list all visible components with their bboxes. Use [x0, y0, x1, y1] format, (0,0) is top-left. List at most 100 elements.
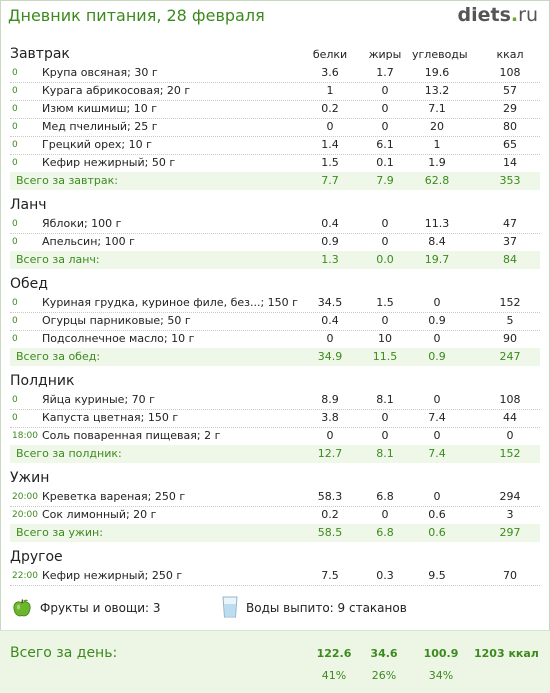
- total-fat: 8.1: [376, 447, 394, 460]
- food-protein: 8.9: [321, 393, 339, 406]
- meal-time: 0: [12, 140, 18, 150]
- section-total-row: Всего за обед: 34.9 11.5 0.9 247: [10, 348, 540, 366]
- food-fat: 10: [378, 332, 392, 345]
- food-name: Яблоки; 100 г: [42, 217, 122, 230]
- day-total-label: Всего за день:: [10, 645, 118, 661]
- food-carbs: 0.6: [428, 508, 446, 521]
- food-protein: 0: [326, 429, 334, 442]
- food-kcal: 108: [499, 393, 521, 406]
- fruit-veg-count: Фрукты и овощи: 3: [40, 601, 161, 615]
- day-protein: 122.6: [316, 647, 352, 660]
- section-total-row: Всего за ужин: 58.5 6.8 0.6 297: [10, 524, 540, 542]
- food-row[interactable]: 0 Огурцы парниковые; 50 г 0.4 0 0.9 5: [10, 312, 540, 331]
- food-protein: 0.4: [321, 314, 339, 327]
- water-glass-icon: [222, 596, 238, 618]
- day-protein-percent: 41%: [321, 669, 347, 682]
- food-kcal: 44: [503, 411, 517, 424]
- section-title: Ужин: [10, 470, 50, 486]
- total-fat: 0.0: [376, 253, 394, 266]
- food-name: Огурцы парниковые; 50 г: [42, 314, 191, 327]
- section-total-label: Всего за полдник:: [16, 447, 122, 460]
- section-title: Другое: [10, 549, 63, 565]
- total-carbs: 19.7: [424, 253, 450, 266]
- food-name: Креветка вареная; 250 г: [42, 490, 186, 503]
- food-name: Яйца куриные; 70 г: [42, 393, 155, 406]
- meal-time: 22:00: [12, 571, 38, 581]
- food-row[interactable]: 0 Грецкий орех; 10 г 1.4 6.1 1 65: [10, 136, 540, 155]
- meal-time: 20:00: [12, 510, 38, 520]
- food-name: Сок лимонный; 20 г: [42, 508, 157, 521]
- food-protein: 0.2: [321, 102, 339, 115]
- meal-time: 0: [12, 316, 18, 326]
- food-row[interactable]: 22:00 Кефир нежирный; 250 г 7.5 0.3 9.5 70: [10, 567, 540, 586]
- food-kcal: 57: [503, 84, 517, 97]
- meal-time: 0: [12, 86, 18, 96]
- section-title: Ланч: [10, 197, 47, 213]
- food-row[interactable]: 0 Кефир нежирный; 50 г 1.5 0.1 1.9 14: [10, 154, 540, 173]
- day-fat-percent: 26%: [371, 669, 397, 682]
- food-carbs: 1.9: [428, 156, 446, 169]
- water-count: Воды выпито: 9 стаканов: [246, 601, 407, 615]
- section-total-label: Всего за ланч:: [16, 253, 100, 266]
- total-kcal: 297: [499, 526, 521, 539]
- food-row[interactable]: 0 Курага абрикосовая; 20 г 1 0 13.2 57: [10, 82, 540, 101]
- food-row[interactable]: 18:00 Соль поваренная пищевая; 2 г 0 0 0 0: [10, 427, 540, 446]
- food-carbs: 7.1: [428, 102, 446, 115]
- food-protein: 3.6: [321, 66, 339, 79]
- total-kcal: 353: [499, 174, 521, 187]
- food-fat: 1.7: [376, 66, 394, 79]
- food-fat: 6.8: [376, 490, 394, 503]
- food-protein: 58.3: [317, 490, 343, 503]
- food-row[interactable]: 0 Яблоки; 100 г 0.4 0 11.3 47: [10, 215, 540, 234]
- food-fat: 6.1: [376, 138, 394, 151]
- food-name: Апельсин; 100 г: [42, 235, 135, 248]
- food-protein: 1.5: [321, 156, 339, 169]
- column-kcal: ккал: [496, 48, 524, 61]
- food-kcal: 80: [503, 120, 517, 133]
- food-name: Крупа овсяная; 30 г: [42, 66, 158, 79]
- food-row[interactable]: 0 Капуста цветная; 150 г 3.8 0 7.4 44: [10, 409, 540, 428]
- day-carbs: 100.9: [423, 647, 459, 660]
- food-name: Кефир нежирный; 250 г: [42, 569, 183, 582]
- food-carbs: 0: [433, 296, 441, 309]
- total-carbs: 0.6: [428, 526, 446, 539]
- food-carbs: 8.4: [428, 235, 446, 248]
- site-logo[interactable]: diets.ru: [458, 4, 538, 26]
- food-row[interactable]: 0 Мед пчелиный; 25 г 0 0 20 80: [10, 118, 540, 137]
- food-fat: 0.3: [376, 569, 394, 582]
- section-total-row: Всего за завтрак: 7.7 7.9 62.8 353: [10, 172, 540, 190]
- food-row[interactable]: 0 Куриная грудка, куриное филе, без...; 1…: [10, 294, 540, 313]
- food-row[interactable]: 0 Изюм кишмиш; 10 г 0.2 0 7.1 29: [10, 100, 540, 119]
- food-row[interactable]: 0 Подсолнечное масло; 10 г 0 10 0 90: [10, 330, 540, 349]
- food-protein: 1: [326, 84, 334, 97]
- meal-time: 0: [12, 298, 18, 308]
- column-protein: белки: [312, 48, 348, 61]
- meal-time: 0: [12, 158, 18, 168]
- section-total-row: Всего за полдник: 12.7 8.1 7.4 152: [10, 445, 540, 463]
- food-carbs: 1: [433, 138, 441, 151]
- section-title: Завтрак: [10, 46, 70, 62]
- food-protein: 34.5: [317, 296, 343, 309]
- total-kcal: 247: [499, 350, 521, 363]
- food-row[interactable]: 20:00 Креветка вареная; 250 г 58.3 6.8 0 294: [10, 488, 540, 507]
- food-row[interactable]: 0 Апельсин; 100 г 0.9 0 8.4 37: [10, 233, 540, 252]
- food-kcal: 14: [503, 156, 517, 169]
- food-carbs: 20: [430, 120, 444, 133]
- food-name: Мед пчелиный; 25 г: [42, 120, 158, 133]
- food-row[interactable]: 0 Яйца куриные; 70 г 8.9 8.1 0 108: [10, 391, 540, 410]
- logo-dot: .: [510, 4, 519, 26]
- food-row[interactable]: 20:00 Сок лимонный; 20 г 0.2 0 0.6 3: [10, 506, 540, 525]
- total-kcal: 152: [499, 447, 521, 460]
- food-carbs: 0: [433, 332, 441, 345]
- food-row[interactable]: 0 Крупа овсяная; 30 г 3.6 1.7 19.6 108: [10, 64, 540, 83]
- food-kcal: 47: [503, 217, 517, 230]
- food-kcal: 108: [499, 66, 521, 79]
- food-protein: 0.9: [321, 235, 339, 248]
- column-fat: жиры: [368, 48, 402, 61]
- section-total-label: Всего за обед:: [16, 350, 101, 363]
- meal-time: 0: [12, 122, 18, 132]
- section-total-row: Всего за ланч: 1.3 0.0 19.7 84: [10, 251, 540, 269]
- column-headers: белки жиры углеводы ккал: [0, 48, 550, 62]
- meal-time: 20:00: [12, 492, 38, 502]
- total-protein: 1.3: [321, 253, 339, 266]
